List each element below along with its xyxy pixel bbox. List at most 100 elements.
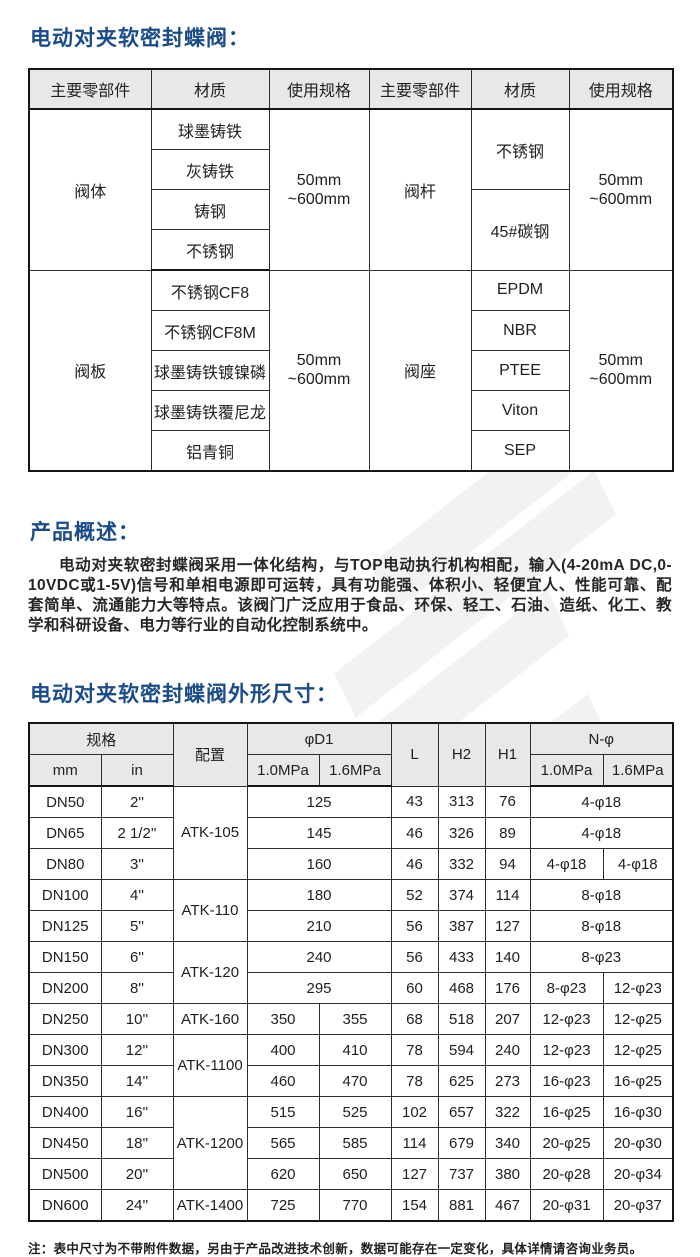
spec-range-cell: 50mm ~600mm xyxy=(568,269,674,472)
cell-config: ATK-1400 xyxy=(172,1189,248,1222)
cell-d1-10: 565 xyxy=(246,1127,320,1159)
table-row: DN500 20'' 620 650 127 737 380 20-φ28 20… xyxy=(28,1158,674,1190)
table-row: DN600 24'' ATK-1400 725 770 154 881 467 … xyxy=(28,1189,674,1222)
cell-n-16: 20-φ30 xyxy=(602,1127,674,1159)
cell-in: 16'' xyxy=(100,1096,174,1128)
cell-config: ATK-1100 xyxy=(172,1034,248,1097)
cell-in: 8'' xyxy=(100,972,174,1004)
col-header-spec: 使用规格 xyxy=(268,68,370,110)
table-row: DN50 2'' ATK-105 125 43 313 76 4-φ18 xyxy=(28,785,674,880)
cell-h2: 625 xyxy=(437,1065,486,1097)
col-header-config: 配置 xyxy=(172,722,248,787)
cell-n-10: 20-φ31 xyxy=(529,1189,604,1222)
spec-line-1: 50mm xyxy=(598,352,643,370)
cell-n-10: 16-φ23 xyxy=(529,1065,604,1097)
table-row: DN80 3'' 160 46 332 94 4-φ18 4-φ18 xyxy=(28,848,674,880)
part-name-cell: 阀板 xyxy=(28,269,152,472)
cell-h1: 127 xyxy=(484,910,531,942)
cell-d1-16: 470 xyxy=(318,1065,392,1097)
cell-h1: 240 xyxy=(484,1034,531,1066)
cell-h2: 594 xyxy=(437,1034,486,1066)
cell-l: 78 xyxy=(390,1065,439,1097)
material-cell: 45#碳钢 xyxy=(470,189,570,271)
dimensions-title: 电动对夹软密封蝶阀外形尺寸： xyxy=(30,683,338,706)
col-header-part: 主要零部件 xyxy=(28,68,152,110)
cell-l: 56 xyxy=(390,941,439,973)
cell-d1-16: 585 xyxy=(318,1127,392,1159)
cell-mm: DN350 xyxy=(28,1065,102,1097)
cell-d1: 240 xyxy=(246,941,392,973)
col-header-n-phi: N-φ xyxy=(529,722,674,755)
cell-h2: 657 xyxy=(437,1096,486,1128)
col-header-d1: φD1 xyxy=(246,722,392,755)
table-row: DN150 6'' ATK-120 240 56 433 140 8-φ23 xyxy=(28,941,674,1004)
cell-config: ATK-160 xyxy=(172,1003,248,1035)
cell-in: 2 1/2'' xyxy=(100,817,174,849)
spec-line-2: ~600mm xyxy=(589,190,653,208)
material-cell: 不锈钢 xyxy=(150,229,270,271)
part-name-cell: 阀杆 xyxy=(368,108,472,271)
col-header-d1-10mpa: 1.0MPa xyxy=(246,754,320,787)
cell-h2: 518 xyxy=(437,1003,486,1035)
cell-in: 20'' xyxy=(100,1158,174,1190)
cell-d1-16: 650 xyxy=(318,1158,392,1190)
cell-h1: 340 xyxy=(484,1127,531,1159)
cell-l: 46 xyxy=(390,817,439,849)
cell-d1: 160 xyxy=(246,848,392,880)
cell-in: 5'' xyxy=(100,910,174,942)
cell-n: 8-φ18 xyxy=(529,910,674,942)
cell-in: 2'' xyxy=(100,785,174,818)
cell-d1: 295 xyxy=(246,972,392,1004)
cell-l: 68 xyxy=(390,1003,439,1035)
material-cell: 铸钢 xyxy=(150,189,270,230)
cell-d1-10: 725 xyxy=(246,1189,320,1222)
cell-mm: DN65 xyxy=(28,817,102,849)
col-header-mm: mm xyxy=(28,754,102,787)
cell-d1-16: 410 xyxy=(318,1034,392,1066)
col-header-material: 材质 xyxy=(470,68,570,110)
footnote: 注：表中尺寸为不带附件数据，另由于产品改进技术创新，数据可能存在一定变化，具体详… xyxy=(28,1242,643,1256)
cell-h1: 467 xyxy=(484,1189,531,1222)
cell-h2: 433 xyxy=(437,941,486,973)
cell-config: ATK-1200 xyxy=(172,1096,248,1190)
material-cell: 铝青铜 xyxy=(150,430,270,472)
cell-h1: 89 xyxy=(484,817,531,849)
material-cell: 不锈钢CF8 xyxy=(150,269,270,311)
cell-l: 127 xyxy=(390,1158,439,1190)
cell-h1: 207 xyxy=(484,1003,531,1035)
cell-mm: DN125 xyxy=(28,910,102,942)
cell-h2: 313 xyxy=(437,785,486,818)
table-row: 铸钢 45#碳钢 xyxy=(29,189,673,271)
spec-line-1: 50mm xyxy=(598,171,643,189)
cell-d1: 180 xyxy=(246,879,392,911)
cell-n: 8-φ23 xyxy=(529,941,674,973)
spec-range-cell: 50mm ~600mm xyxy=(568,108,674,271)
overview-title: 产品概述： xyxy=(30,521,140,544)
material-cell: EPDM xyxy=(470,269,570,311)
table-row: DN125 5'' 210 56 387 127 8-φ18 xyxy=(28,910,674,942)
cell-n: 8-φ18 xyxy=(529,879,674,911)
cell-n-16: 16-φ25 xyxy=(602,1065,674,1097)
spec-line-2: ~600mm xyxy=(287,190,351,208)
cell-l: 46 xyxy=(390,848,439,880)
table-row: DN450 18'' 565 585 114 679 340 20-φ25 20… xyxy=(28,1127,674,1159)
table-row: 灰铸铁 xyxy=(29,149,673,190)
table-row: DN100 4'' ATK-110 180 52 374 114 8-φ18 xyxy=(28,879,674,942)
col-header-part: 主要零部件 xyxy=(368,68,472,110)
cell-h2: 881 xyxy=(437,1189,486,1222)
cell-n-16: 12-φ23 xyxy=(602,972,674,1004)
materials-table: 主要零部件 材质 使用规格 主要零部件 材质 使用规格 阀体 球墨铸铁 50mm… xyxy=(28,68,674,472)
cell-n-10: 12-φ23 xyxy=(529,1003,604,1035)
col-header-n-10mpa: 1.0MPa xyxy=(529,754,604,787)
cell-mm: DN50 xyxy=(28,785,102,818)
cell-mm: DN250 xyxy=(28,1003,102,1035)
table-row: DN400 16'' ATK-1200 515 525 102 657 322 … xyxy=(28,1096,674,1190)
cell-n-10: 20-φ25 xyxy=(529,1127,604,1159)
cell-h2: 679 xyxy=(437,1127,486,1159)
material-cell: 不锈钢CF8M xyxy=(150,310,270,351)
table-row: DN300 12'' ATK-1100 400 410 78 594 240 1… xyxy=(28,1034,674,1097)
cell-l: 60 xyxy=(390,972,439,1004)
page-title: 电动对夹软密封蝶阀： xyxy=(30,27,250,50)
cell-config: ATK-105 xyxy=(172,785,248,880)
